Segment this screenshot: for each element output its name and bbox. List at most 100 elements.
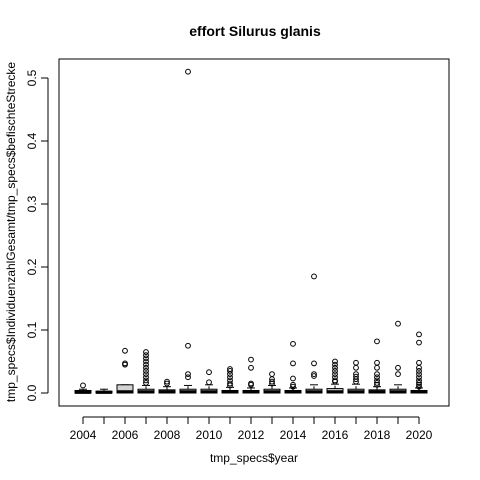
outlier-point	[311, 371, 317, 378]
box-2004	[74, 382, 92, 394]
box-2020	[410, 331, 428, 394]
outlier-point	[227, 380, 233, 387]
y-axis: 0.0 0.1 0.2 0.3 0.4 0.5	[25, 69, 49, 401]
outlier-point	[311, 273, 317, 280]
box-2018	[368, 338, 386, 394]
outlier-point	[185, 342, 191, 349]
outlier-point	[374, 380, 380, 386]
outlier-point	[332, 374, 338, 381]
outlier-point	[416, 377, 422, 384]
x-tick-label: 2004	[70, 428, 97, 442]
x-tick-label: 2018	[364, 428, 391, 442]
outlier-point	[332, 368, 338, 374]
box-2014	[284, 340, 302, 394]
y-tick-label: 0.2	[25, 258, 39, 275]
outlier-point	[416, 371, 422, 378]
outlier-point	[269, 378, 275, 385]
y-tick-label: 0.0	[25, 384, 39, 401]
outlier-point	[80, 382, 86, 389]
box-2006	[116, 347, 134, 394]
outlier-point	[374, 374, 380, 381]
box-2009	[179, 68, 197, 394]
outlier-point	[416, 383, 422, 390]
x-tick-label: 2016	[322, 428, 349, 442]
outlier-point	[248, 356, 254, 363]
outlier-point	[416, 368, 422, 374]
outlier-point	[248, 380, 254, 387]
outlier-point	[353, 373, 359, 380]
outlier-point	[311, 373, 317, 379]
outlier-point	[332, 377, 338, 384]
box-2019	[389, 320, 407, 394]
outlier-point	[227, 366, 233, 372]
box-2016	[326, 358, 344, 394]
x-axis: 2004 2006 2008 2010 2012 2014 2016 2018 2020	[70, 416, 433, 442]
outlier-point	[416, 359, 422, 366]
outlier-point	[143, 380, 149, 386]
boxes	[74, 68, 428, 394]
box-2017	[347, 359, 365, 394]
y-tick-label: 0.1	[25, 321, 39, 338]
chart-title: effort Silurus glanis	[189, 23, 321, 39]
outlier-point	[290, 383, 296, 390]
outlier-point	[227, 377, 233, 384]
y-tick-label: 0.4	[25, 132, 39, 149]
outlier-point	[374, 364, 380, 371]
outlier-point	[143, 368, 149, 374]
x-tick-label: 2008	[154, 428, 181, 442]
outlier-point	[227, 374, 233, 381]
outlier-point	[353, 359, 359, 366]
outlier-point	[143, 349, 149, 355]
outlier-point	[290, 340, 296, 347]
outlier-point	[416, 380, 422, 386]
outlier-point	[185, 68, 191, 75]
outlier-point	[227, 368, 233, 374]
outlier-point	[416, 331, 422, 338]
outlier-point	[248, 364, 254, 371]
y-axis-label: tmp_specs$IndividuenzahlGesamt/tmp_specs…	[4, 62, 18, 403]
box-2008	[158, 378, 176, 394]
outlier-point	[311, 360, 317, 367]
outlier-point	[185, 371, 191, 378]
outlier-point	[395, 364, 401, 371]
box-2005	[95, 388, 113, 394]
box-2011	[221, 366, 239, 394]
outlier-point	[143, 361, 149, 368]
x-tick-label: 2010	[196, 428, 223, 442]
x-tick-label: 2006	[112, 428, 139, 442]
outlier-point	[290, 381, 296, 388]
outlier-point	[206, 379, 212, 386]
outlier-point	[143, 371, 149, 378]
outlier-point	[416, 374, 422, 381]
outlier-point	[353, 371, 359, 378]
outlier-point	[353, 364, 359, 371]
x-tick-label: 2014	[280, 428, 307, 442]
outlier-point	[164, 380, 170, 387]
box-2010	[200, 369, 218, 394]
outlier-point	[374, 377, 380, 384]
box-2007	[137, 349, 155, 394]
box-2012	[242, 356, 260, 394]
outlier-point	[143, 352, 149, 359]
outlier-point	[332, 361, 338, 368]
x-tick-label: 2012	[238, 428, 265, 442]
outlier-point	[332, 358, 338, 365]
outlier-point	[206, 369, 212, 376]
y-tick-label: 0.5	[25, 69, 39, 86]
x-tick-label: 2020	[406, 428, 433, 442]
outlier-point	[164, 378, 170, 385]
outlier-point	[416, 364, 422, 371]
outlier-point	[332, 364, 338, 371]
outlier-point	[395, 371, 401, 378]
outlier-point	[122, 347, 128, 354]
outlier-point	[374, 338, 380, 345]
outlier-point	[143, 358, 149, 365]
outlier-point	[416, 339, 422, 346]
outlier-point	[374, 359, 380, 366]
plot-frame	[58, 58, 450, 407]
box-2013	[263, 371, 281, 394]
outlier-point	[143, 355, 149, 362]
y-tick-label: 0.3	[25, 195, 39, 212]
outlier-point	[122, 360, 128, 367]
